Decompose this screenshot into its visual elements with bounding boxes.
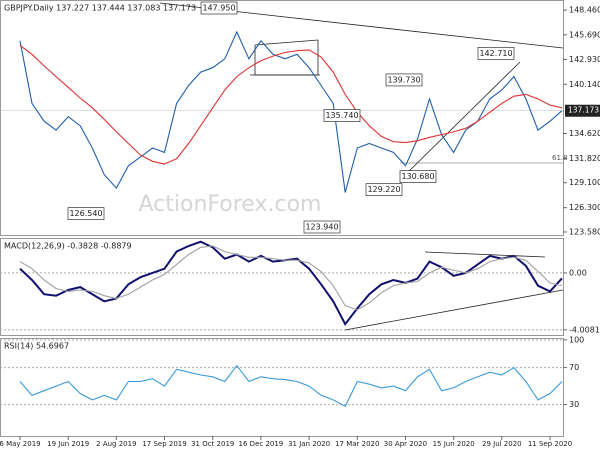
x-tick-label: 16 Dec 2019 (239, 440, 284, 448)
y-tick-label: 142.930 (569, 55, 600, 64)
trend-line (254, 39, 319, 46)
chart-title: GBPJPY.Daily 137.227 137.444 137.083 137… (4, 4, 196, 13)
series-line (19, 364, 563, 408)
annotation-box (200, 1, 238, 15)
y-tick-label: 0.00 (569, 268, 587, 277)
trend-line (344, 289, 564, 331)
x-tick-label: 2 Aug 2019 (96, 440, 136, 448)
annotation-label: 147.950 (202, 4, 235, 13)
y-tick-label: 126.300 (569, 203, 600, 212)
y-tick-label: 123.580 (569, 227, 600, 236)
panel-frame (0, 238, 564, 336)
panel-title: MACD(12,26,9) -0.3828 -0.8879 (4, 242, 132, 251)
annotation-label: 135.740 (325, 111, 358, 120)
annotation-label: 142.710 (479, 49, 512, 58)
x-tick-label: 15 Jun 2020 (433, 440, 475, 448)
x-tick-label: 19 Jun 2019 (47, 440, 89, 448)
annotation-label: 129.220 (367, 185, 400, 194)
trend-line (401, 61, 521, 179)
x-tick-label: 31 Oct 2019 (191, 440, 234, 448)
series-line (19, 44, 563, 165)
annotation-box (477, 47, 515, 60)
y-tick-label: 70 (569, 363, 579, 372)
y-tick-label: 148.460 (569, 6, 600, 15)
annotation-box (399, 170, 437, 183)
x-tick-label: 17 Mar 2020 (335, 440, 379, 448)
panel-title: RSI(14) 54.6967 (4, 342, 69, 351)
y-tick-label: 129.100 (569, 178, 600, 187)
trend-line (424, 251, 546, 258)
y-tick-label: 134.620 (569, 129, 600, 138)
x-tick-label: 30 Apr 2020 (384, 440, 427, 448)
watermark: ActionForex.com (139, 192, 322, 217)
series-line (19, 245, 563, 311)
series-line (19, 30, 563, 193)
annotation-label: 139.730 (387, 75, 420, 84)
price-tag-label: 137.173 (568, 106, 599, 115)
y-tick-label: -4.0081 (569, 325, 600, 334)
annotation-box (67, 207, 105, 220)
annotation-label: 126.540 (69, 209, 102, 218)
annotation-box (385, 73, 423, 87)
annotation-label: 130.680 (401, 172, 434, 181)
y-tick-label: 140.140 (569, 80, 600, 89)
panel-frame (0, 338, 564, 437)
y-tick-label: 100 (569, 335, 584, 344)
y-tick-label: 131.820 (569, 154, 600, 163)
x-tick-label: 6 May 2019 (0, 440, 41, 448)
annotation-box (303, 220, 341, 234)
panel-frame (0, 0, 564, 236)
series-line (19, 240, 563, 326)
annotation-box (323, 109, 361, 122)
x-tick-label: 31 Jan 2020 (288, 440, 330, 448)
x-tick-label: 11 Sep 2020 (528, 440, 572, 448)
x-tick-label: 17 Sep 2019 (142, 440, 186, 448)
annotation-box (365, 183, 403, 197)
price-tag (565, 104, 600, 117)
annotation-label: 123.940 (305, 223, 338, 232)
fib-label: 61.8 (552, 154, 568, 162)
y-tick-label: 145.690 (569, 30, 600, 39)
y-tick-label: 30 (569, 400, 579, 409)
x-tick-label: 29 Jul 2020 (482, 440, 522, 448)
